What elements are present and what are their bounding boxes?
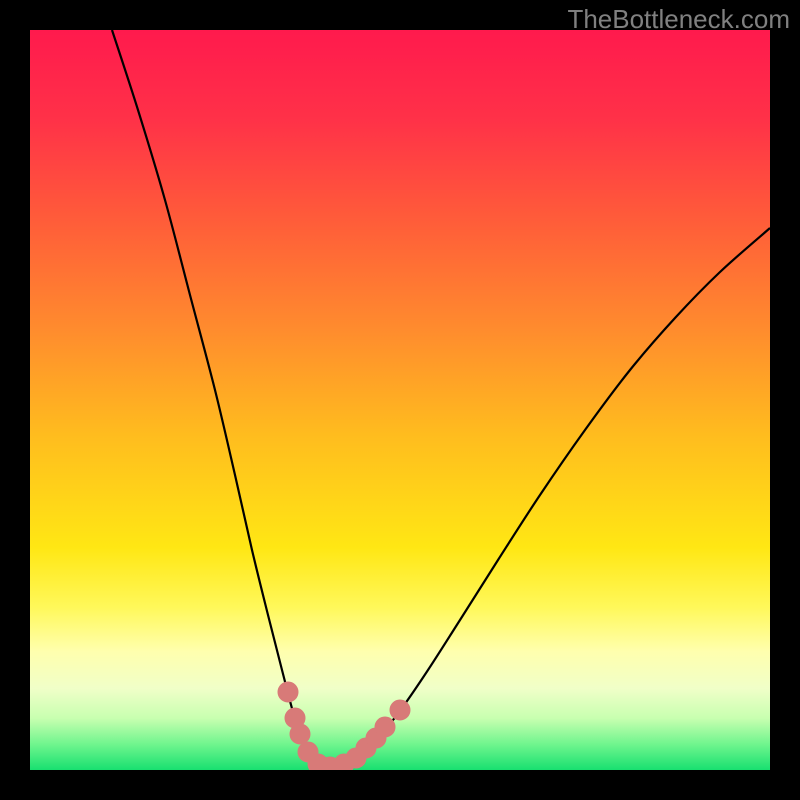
data-marker bbox=[375, 717, 395, 737]
chart-frame bbox=[0, 0, 800, 800]
data-marker bbox=[290, 724, 310, 744]
chart-svg bbox=[30, 30, 770, 770]
heatmap-background bbox=[30, 30, 770, 770]
data-marker bbox=[278, 682, 298, 702]
chart-area bbox=[30, 30, 770, 770]
data-marker bbox=[390, 700, 410, 720]
watermark-text: TheBottleneck.com bbox=[540, 4, 790, 35]
